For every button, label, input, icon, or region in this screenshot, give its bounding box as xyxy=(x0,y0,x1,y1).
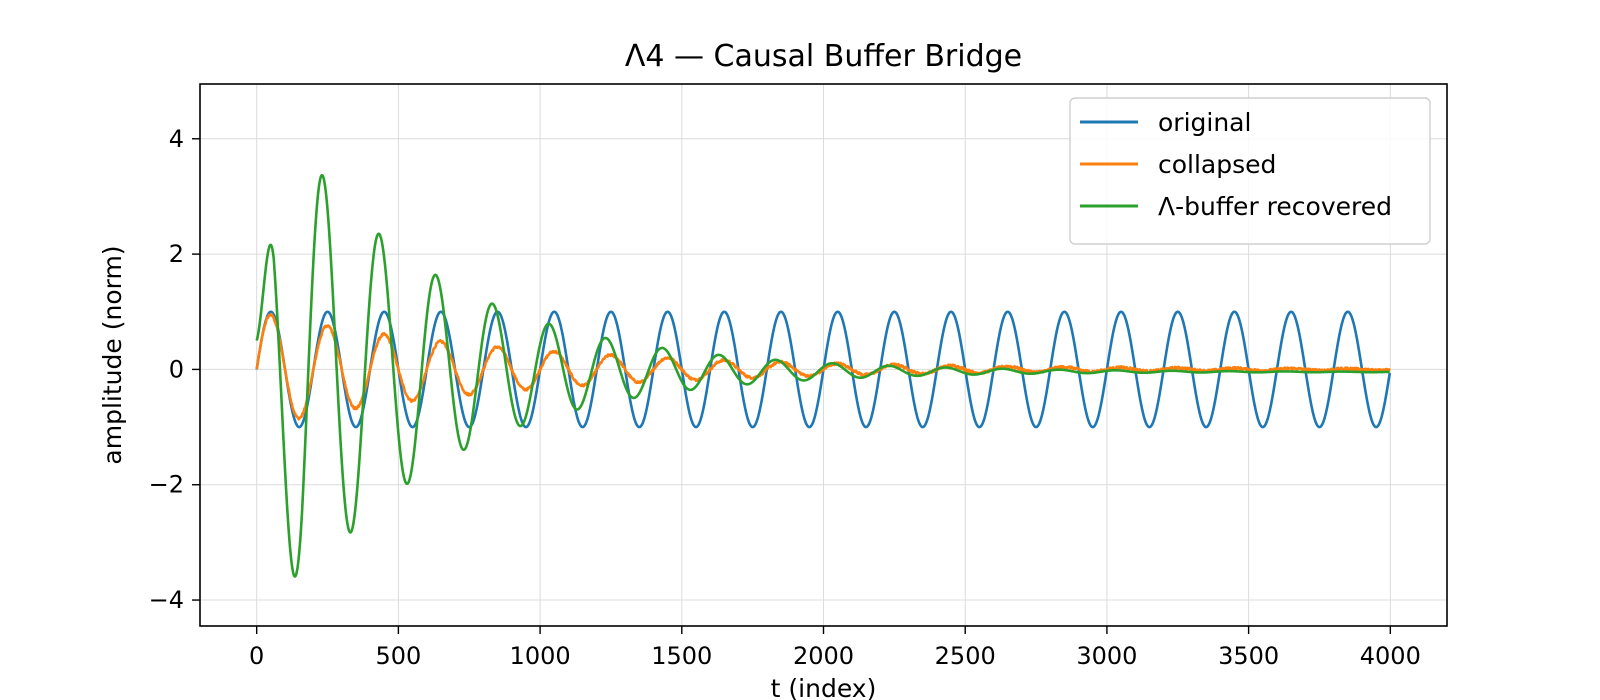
y-axis: −4 −2 0 2 4 xyxy=(149,125,200,614)
legend: original collapsed Λ-buffer recovered xyxy=(1069,97,1431,245)
x-tick-label: 1500 xyxy=(651,642,712,670)
series-layer xyxy=(255,173,1392,578)
legend-label: Λ-buffer recovered xyxy=(1158,192,1392,221)
y-tick-label: 2 xyxy=(169,240,184,268)
y-axis-label: amplitude (norm) xyxy=(98,245,127,464)
x-tick-label: 3000 xyxy=(1076,642,1137,670)
x-tick-label: 2500 xyxy=(935,642,996,670)
x-tick-label: 1000 xyxy=(510,642,571,670)
x-axis: 0 500 1000 1500 2000 2500 3000 3500 4000 xyxy=(249,626,1421,670)
x-tick-label: 3500 xyxy=(1218,642,1279,670)
y-tick-label: −4 xyxy=(149,586,184,614)
series-line-2 xyxy=(255,173,1391,578)
y-tick-label: 0 xyxy=(169,355,184,383)
y-tick-label: −2 xyxy=(149,471,184,499)
x-tick-label: 4000 xyxy=(1360,642,1421,670)
legend-label: collapsed xyxy=(1158,150,1276,179)
x-tick-label: 500 xyxy=(375,642,421,670)
legend-box xyxy=(1069,97,1431,245)
legend-label: original xyxy=(1158,108,1251,137)
x-axis-label: t (index) xyxy=(771,674,877,700)
y-tick-label: 4 xyxy=(169,125,184,153)
series-line-1 xyxy=(255,312,1391,421)
chart-title: Λ4 — Causal Buffer Bridge xyxy=(625,39,1022,74)
x-tick-label: 0 xyxy=(249,642,264,670)
x-tick-label: 2000 xyxy=(793,642,854,670)
